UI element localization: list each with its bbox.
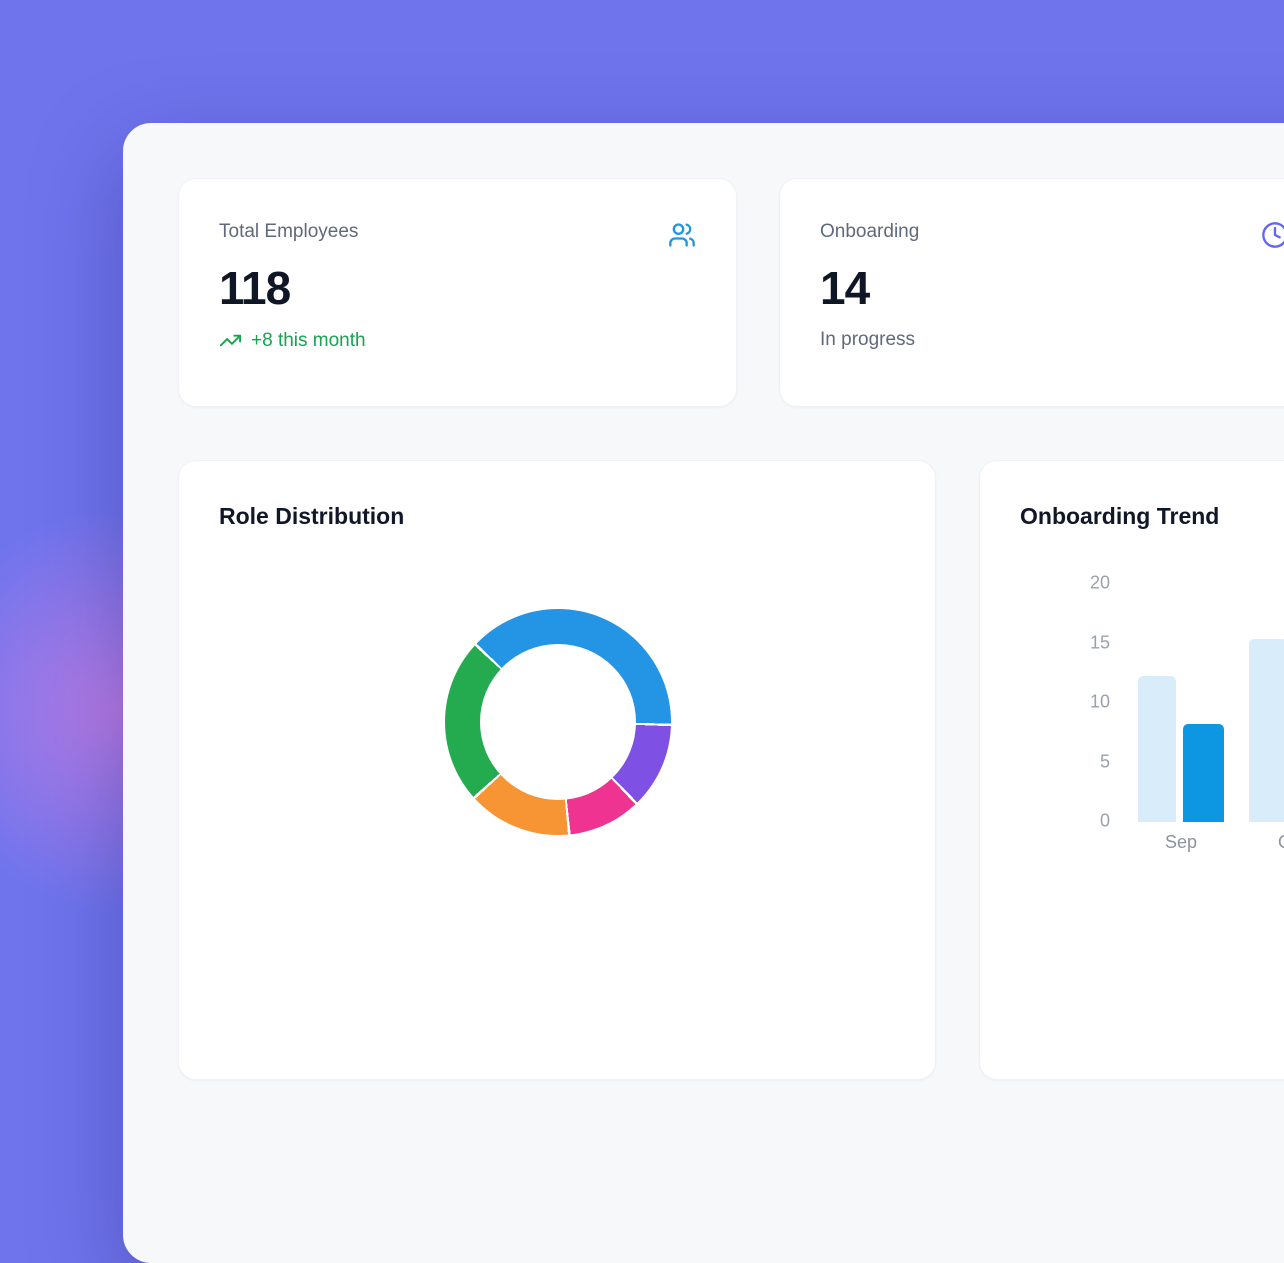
bar-oct-light (1249, 639, 1284, 822)
x-axis-label: Oct (1278, 832, 1284, 853)
y-axis-tick: 0 (1099, 810, 1110, 831)
stat-subtext-label: In progress (820, 329, 916, 350)
stat-card-header: Onboarding (820, 221, 1284, 249)
dashboard-panel: Total Employees 118 +8 this month Onboar… (123, 123, 1284, 1263)
y-axis-tick: 20 (1089, 572, 1110, 593)
y-axis-tick: 15 (1089, 632, 1110, 652)
trending-up-icon (219, 334, 242, 347)
stat-trend-text: +8 this month (251, 329, 366, 351)
stat-card-onboarding: Onboarding 14 In progress (779, 178, 1284, 407)
stat-card-total-employees: Total Employees 118 +8 this month (178, 178, 737, 407)
stat-trend: +8 this month (219, 329, 696, 352)
onboarding-trend-plot: 0 5 10 15 20 Sep Oct (980, 461, 1284, 1079)
stat-value: 14 (820, 262, 870, 314)
stat-value: 118 (219, 262, 291, 314)
role-distribution-donut (445, 609, 671, 835)
chart-card-role-distribution: Role Distribution (178, 460, 936, 1080)
y-axis-tick: 5 (1099, 751, 1110, 771)
chart-card-onboarding-trend: Onboarding Trend 0 5 10 15 20 Sep Oct (979, 460, 1284, 1080)
clock-icon (1262, 222, 1284, 248)
bar-sep-light (1138, 676, 1176, 822)
y-axis-tick: 10 (1089, 691, 1110, 712)
stat-subtext: In progress (820, 329, 1284, 351)
bar-sep-dark (1183, 724, 1224, 822)
stat-label: Onboarding (820, 221, 920, 242)
chart-title: Role Distribution (219, 503, 405, 529)
users-icon (669, 223, 695, 247)
dashboard-background: { "colors": { "background_purple": "#6f7… (0, 123, 1284, 1263)
x-axis-label: Sep (1164, 832, 1198, 852)
chart-title: Onboarding Trend (1020, 503, 1220, 529)
stat-card-header: Total Employees (219, 221, 696, 249)
stat-label: Total Employees (219, 221, 359, 242)
